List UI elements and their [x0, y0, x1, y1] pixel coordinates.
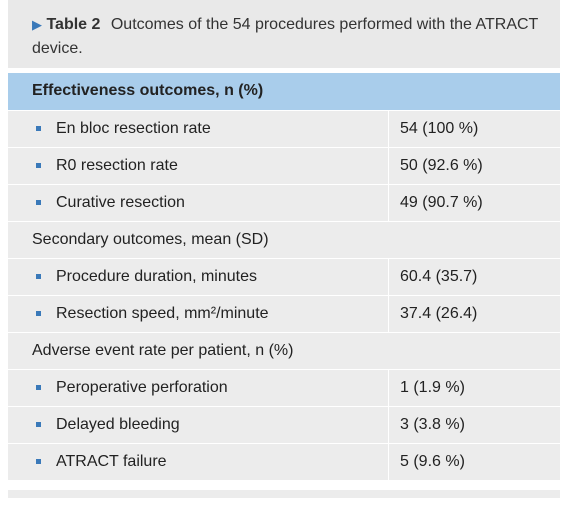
row-label: Delayed bleeding — [56, 416, 180, 433]
row-value: 49 (90.7 %) — [400, 194, 483, 211]
bullet-icon — [36, 422, 41, 427]
table-title: Outcomes of the 54 procedures performed … — [32, 16, 539, 57]
bullet-icon — [36, 385, 41, 390]
table-row: Delayed bleeding 3 (3.8 %) — [8, 407, 560, 444]
table-row: ATRACT failure 5 (9.6 %) — [8, 444, 560, 481]
row-value: 54 (100 %) — [400, 120, 479, 137]
triangle-right-icon: ▶ — [32, 17, 42, 32]
column-divider — [388, 407, 389, 443]
row-value: 5 (9.6 %) — [400, 453, 465, 470]
header-title: Effectiveness outcomes, n (%) — [32, 82, 264, 99]
table-row: Peroperative perforation 1 (1.9 %) — [8, 370, 560, 407]
bullet-icon — [36, 274, 41, 279]
column-divider — [388, 444, 389, 480]
table-row: R0 resection rate 50 (92.6 %) — [8, 148, 560, 185]
row-value: 60.4 (35.7) — [400, 268, 478, 285]
bullet-icon — [36, 459, 41, 464]
section-row: Secondary outcomes, mean (SD) — [8, 222, 560, 259]
table-bottom — [8, 490, 560, 498]
bullet-icon — [36, 163, 41, 168]
table-caption: ▶ Table 2 Outcomes of the 54 procedures … — [8, 0, 560, 68]
row-label: Peroperative perforation — [56, 379, 228, 396]
bullet-icon — [36, 126, 41, 131]
bullet-icon — [36, 200, 41, 205]
row-value: 1 (1.9 %) — [400, 379, 465, 396]
column-divider — [388, 185, 389, 221]
row-label: Procedure duration, minutes — [56, 268, 257, 285]
table-row: En bloc resection rate 54 (100 %) — [8, 111, 560, 148]
table-row: Procedure duration, minutes 60.4 (35.7) — [8, 259, 560, 296]
column-divider — [388, 148, 389, 184]
column-divider — [388, 111, 389, 147]
row-label: Curative resection — [56, 194, 185, 211]
section-row: Adverse event rate per patient, n (%) — [8, 333, 560, 370]
caption-text: ▶ Table 2 Outcomes of the 54 procedures … — [32, 13, 552, 61]
column-divider — [388, 259, 389, 295]
table-header: Effectiveness outcomes, n (%) — [8, 73, 560, 110]
row-value: 3 (3.8 %) — [400, 416, 465, 433]
table-row: Curative resection 49 (90.7 %) — [8, 185, 560, 222]
table-body: En bloc resection rate 54 (100 %) R0 resec… — [8, 111, 560, 481]
row-label: R0 resection rate — [56, 157, 178, 174]
row-label: Resection speed, mm²/minute — [56, 305, 269, 322]
row-value: 50 (92.6 %) — [400, 157, 483, 174]
row-value: 37.4 (26.4) — [400, 305, 478, 322]
section-label: Adverse event rate per patient, n (%) — [32, 342, 294, 359]
column-divider — [388, 296, 389, 332]
section-label: Secondary outcomes, mean (SD) — [32, 231, 269, 248]
row-label: En bloc resection rate — [56, 120, 211, 137]
row-label: ATRACT failure — [56, 453, 167, 470]
table-label: Table 2 — [46, 16, 101, 33]
column-divider — [388, 370, 389, 406]
table-row: Resection speed, mm²/minute 37.4 (26.4) — [8, 296, 560, 333]
bullet-icon — [36, 311, 41, 316]
